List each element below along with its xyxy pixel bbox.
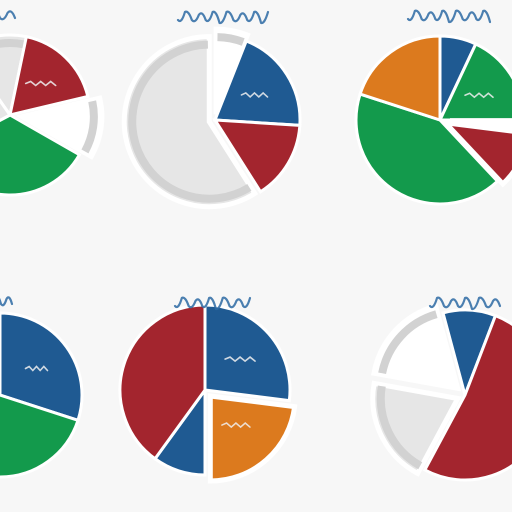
pie-6-slice-3-ring (376, 385, 423, 470)
pie-2-slice-label-scribble-1 (240, 91, 269, 99)
pie-5-title-scribble (173, 296, 252, 311)
pie-2-slice-1-ring (217, 33, 245, 46)
pie-chart-4 (0, 296, 84, 479)
pie-chart-6 (370, 296, 512, 482)
pie-1-slice-3 (15, 95, 105, 160)
pie-chart-1 (0, 10, 105, 197)
pie-3-slice-4 (438, 119, 512, 188)
pie-3-slice-6 (358, 34, 442, 123)
pie-5-slice-1 (203, 303, 292, 403)
pie-6-slice-3 (370, 380, 462, 477)
pie-1-slice-4 (0, 113, 82, 197)
pie-2-slice-2 (212, 39, 302, 127)
pie-1-slice-1-ring (0, 39, 25, 49)
pie-5-slice-label-scribble-1 (224, 356, 256, 363)
pie-1-slice-5 (0, 98, 13, 122)
pie-5-slice-4 (118, 303, 207, 461)
pie-chart-3 (354, 9, 512, 206)
pie-4-title-scribble (0, 296, 14, 307)
pie-1-title-scribble (0, 10, 17, 21)
charts-layer (0, 9, 512, 484)
pie-4-slice-label-scribble-1 (24, 365, 49, 372)
pie-2-slice-3 (212, 118, 302, 194)
pie-3-slice-2 (437, 41, 512, 122)
pie-4-slice-2 (0, 393, 80, 479)
pie-5-slice-2 (207, 393, 298, 484)
pie-1-slice-2 (8, 34, 90, 118)
pie-3-slice-label-scribble-1 (464, 92, 494, 99)
pie-1-slice-3-ring (81, 100, 98, 154)
pie-6-slice-4-ring (378, 310, 438, 375)
pie-3-slice-5 (354, 92, 500, 206)
pie-6-slice-2 (422, 313, 512, 482)
pie-3-slice-3 (449, 118, 512, 131)
pie-6-title-scribble (428, 296, 502, 311)
pie-4-slice-1 (0, 311, 84, 423)
pie-5-slice-label-scribble-2 (221, 422, 251, 429)
pie-2-slice-4 (121, 34, 259, 210)
pie-chart-5 (118, 296, 298, 484)
pie-3-title-scribble (406, 9, 492, 24)
pie-chart-2 (121, 10, 302, 210)
pie-2-title-scribble (176, 10, 270, 25)
pie-1-slice-label-scribble-1 (24, 80, 57, 87)
pie-6-slice-4 (371, 303, 462, 392)
pie-2-slice-4-ring (128, 40, 252, 203)
pie-2-slice-1 (213, 26, 251, 116)
